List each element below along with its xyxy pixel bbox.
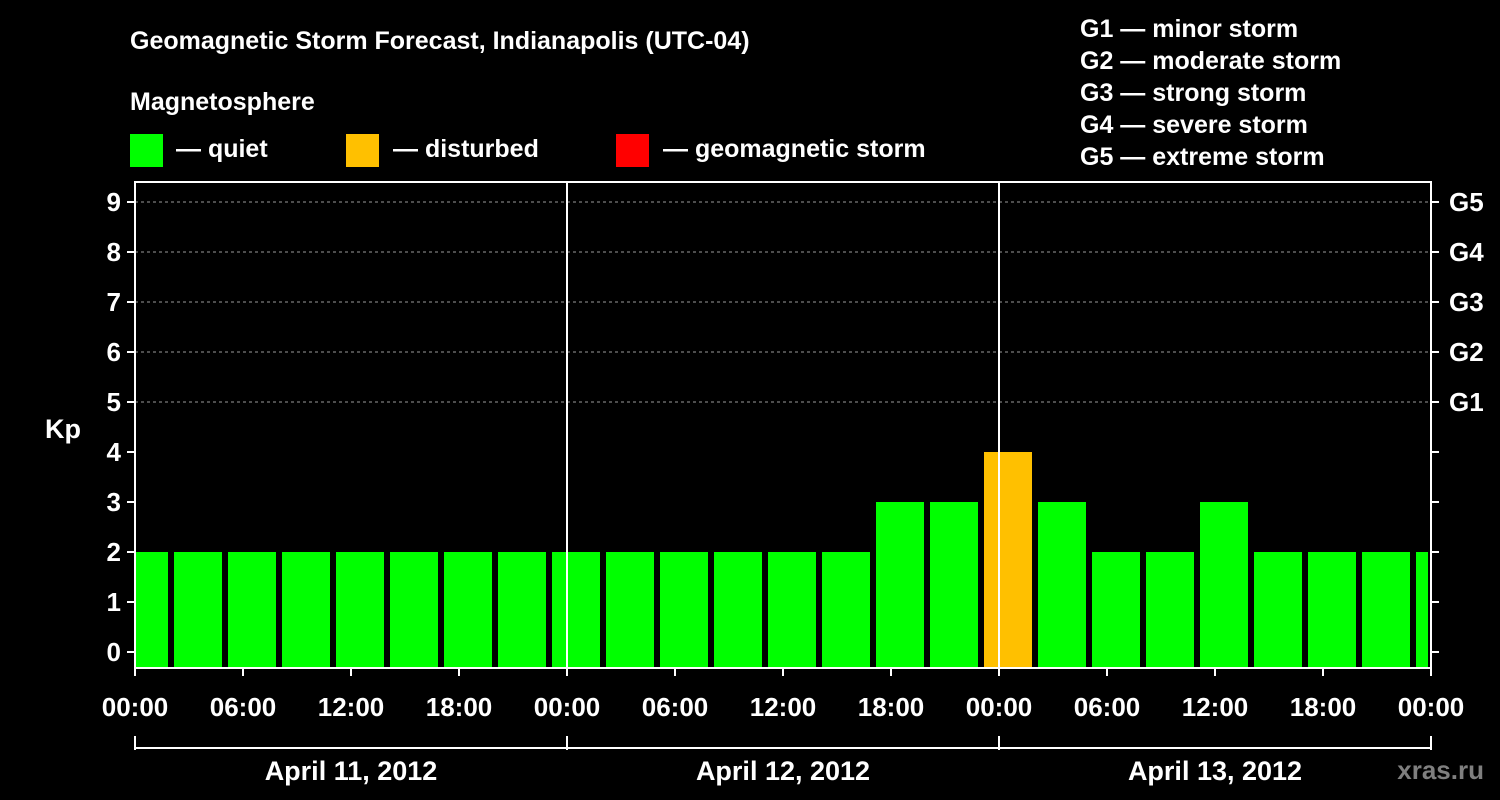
grid-layer [135, 201, 1431, 403]
g-level-label: G5 [1449, 187, 1484, 217]
kp-bar [930, 502, 978, 668]
ticks-layer: 0 1 2 3 4 5 6 7 8 9 G1 G2 G3 G4 G5 00:00 06:00 12:00 18:00… [102, 187, 1484, 786]
kp-bar [1308, 552, 1356, 668]
x-tick-label: 00:00 [1398, 692, 1465, 722]
kp-bar [174, 552, 222, 668]
kp-bar [1362, 552, 1410, 668]
day-label: April 13, 2012 [1128, 756, 1302, 786]
kp-bar [336, 552, 384, 668]
x-tick-label: 18:00 [1290, 692, 1357, 722]
x-tick-label: 12:00 [318, 692, 385, 722]
y-tick-label: 0 [107, 637, 121, 667]
g-level-label: G2 [1449, 337, 1484, 367]
kp-bar [1200, 502, 1248, 668]
y-tick-label: 7 [107, 287, 121, 317]
y-tick-label: 3 [107, 487, 121, 517]
y-tick-label: 5 [107, 387, 121, 417]
day-label: April 12, 2012 [696, 756, 870, 786]
legend-swatch-disturbed [346, 134, 379, 167]
legend-swatch-quiet [130, 134, 163, 167]
kp-bar [822, 552, 870, 668]
kp-bar [552, 552, 600, 668]
x-tick-label: 06:00 [210, 692, 277, 722]
kp-bar [498, 552, 546, 668]
legend-title: Magnetosphere [130, 88, 315, 116]
storm-scale-g4: G4 — severe storm [1080, 111, 1308, 139]
kp-bar [768, 552, 816, 668]
kp-bar [714, 552, 762, 668]
kp-bar [660, 552, 708, 668]
x-tick-label: 12:00 [750, 692, 817, 722]
kp-bar [136, 552, 168, 668]
watermark: xras.ru [1397, 755, 1484, 785]
kp-bar [390, 552, 438, 668]
y-tick-label: 4 [107, 437, 122, 467]
x-tick-label: 06:00 [1074, 692, 1141, 722]
chart-title: Geomagnetic Storm Forecast, Indianapolis… [130, 27, 750, 55]
x-tick-label: 06:00 [642, 692, 709, 722]
kp-bar [876, 502, 924, 668]
kp-bar [1416, 552, 1428, 668]
kp-bar [1146, 552, 1194, 668]
kp-bar [1038, 502, 1086, 668]
kp-bar [228, 552, 276, 668]
y-tick-label: 8 [107, 237, 121, 267]
kp-bar [1092, 552, 1140, 668]
x-tick-label: 18:00 [858, 692, 925, 722]
storm-scale-g5: G5 — extreme storm [1080, 143, 1325, 171]
g-level-label: G4 [1449, 237, 1484, 267]
legend-label-disturbed: — disturbed [393, 135, 539, 163]
storm-scale-g1: G1 — minor storm [1080, 15, 1298, 43]
y-tick-label: 2 [107, 537, 121, 567]
y-tick-label: 6 [107, 337, 121, 367]
x-tick-label: 00:00 [102, 692, 169, 722]
legend-label-storm: — geomagnetic storm [663, 135, 926, 163]
x-tick-label: 12:00 [1182, 692, 1249, 722]
kp-bar [444, 552, 492, 668]
g-level-label: G3 [1449, 287, 1484, 317]
g-level-label: G1 [1449, 387, 1484, 417]
x-tick-label: 18:00 [426, 692, 493, 722]
day-label: April 11, 2012 [265, 756, 438, 786]
y-axis-label: Kp [45, 414, 81, 444]
x-tick-label: 00:00 [966, 692, 1033, 722]
y-tick-label: 9 [107, 187, 121, 217]
legend-swatch-storm [616, 134, 649, 167]
kp-bar [1254, 552, 1302, 668]
kp-bar [984, 452, 1032, 668]
kp-bar [282, 552, 330, 668]
bars-layer [136, 452, 1428, 668]
storm-scale-g3: G3 — strong storm [1080, 79, 1306, 107]
x-tick-label: 00:00 [534, 692, 601, 722]
legend-label-quiet: — quiet [176, 135, 268, 163]
kp-bar [606, 552, 654, 668]
y-tick-label: 1 [107, 587, 121, 617]
storm-scale-g2: G2 — moderate storm [1080, 47, 1341, 75]
